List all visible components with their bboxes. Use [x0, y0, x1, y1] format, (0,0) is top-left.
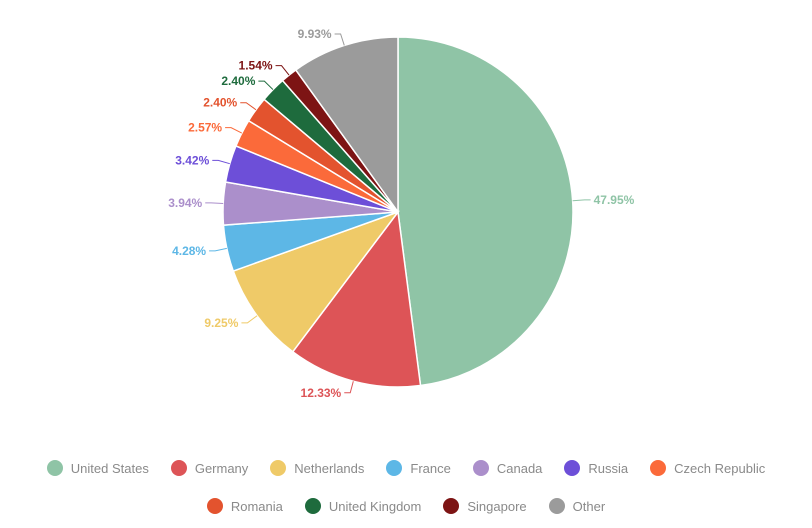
legend-row-2: Romania United Kingdom Singapore Other	[0, 498, 812, 514]
legend-label: United Kingdom	[328, 498, 422, 514]
legend-swatch	[170, 460, 187, 476]
legend-item-united-kingdom[interactable]: United Kingdom	[304, 498, 422, 514]
leader-line-united-states	[572, 199, 591, 202]
slice-germany[interactable]	[291, 210, 422, 388]
data-label-france: 4.28%	[172, 244, 206, 258]
legend-item-germany[interactable]: Germany	[170, 460, 249, 476]
pie-labels: 47.95% 12.33% 9.25% 4.28% 3.94% 3.42% 2.57% 2.4…	[168, 27, 634, 400]
legend-item-france[interactable]: France	[386, 460, 451, 476]
legend-swatch	[304, 498, 321, 514]
leader-line-united-kingdom	[258, 80, 274, 90]
leader-line-other	[334, 33, 345, 46]
legend-swatch	[564, 460, 581, 476]
data-label-germany: 12.33%	[301, 386, 342, 400]
pie-slices	[222, 36, 574, 388]
leader-line-germany	[344, 381, 354, 394]
legend-swatch	[443, 498, 460, 514]
legend-label: Germany	[194, 460, 249, 476]
leader-line-czech-republic	[225, 127, 243, 134]
legend-label: Czech Republic	[674, 460, 766, 476]
legend-label: Singapore	[467, 498, 527, 514]
leader-line-canada	[205, 202, 224, 205]
legend-label: United States	[70, 460, 149, 476]
legend-swatch	[472, 460, 489, 476]
data-label-netherlands: 9.25%	[204, 316, 238, 330]
legend-swatch	[270, 460, 287, 476]
legend-item-united-states[interactable]: United States	[46, 460, 149, 476]
legend-item-russia[interactable]: Russia	[564, 460, 628, 476]
legend-swatch	[650, 460, 667, 476]
legend-label: France	[410, 460, 451, 476]
legend-label: Netherlands	[294, 460, 365, 476]
legend-label: Russia	[588, 460, 629, 476]
legend-item-romania[interactable]: Romania	[206, 498, 283, 514]
legend-label: Romania	[230, 498, 283, 514]
data-label-canada: 3.94%	[168, 196, 202, 210]
legend-item-czech-republic[interactable]: Czech Republic	[650, 460, 765, 476]
data-label-romania: 2.40%	[203, 96, 237, 110]
slice-united-states[interactable]	[397, 36, 574, 387]
legend-swatch	[206, 498, 223, 514]
data-label-united-states: 47.95%	[594, 193, 635, 207]
leader-line-russia	[212, 159, 230, 165]
legend-item-singapore[interactable]: Singapore	[443, 498, 527, 514]
legend-row-1: United States Germany Netherlands France Can…	[0, 460, 812, 476]
leader-line-romania	[240, 102, 257, 111]
data-label-singapore: 1.54%	[239, 59, 273, 73]
legend-item-netherlands[interactable]: Netherlands	[270, 460, 364, 476]
legend-label: Canada	[496, 460, 543, 476]
legend-item-canada[interactable]: Canada	[472, 460, 543, 476]
leader-line-netherlands	[241, 315, 258, 324]
legend-item-other[interactable]: Other	[548, 498, 606, 514]
legend-label: Other	[572, 498, 606, 514]
leader-line-singapore	[275, 65, 290, 76]
data-label-czech-republic: 2.57%	[188, 121, 222, 135]
legend-swatch	[46, 460, 63, 476]
data-label-other: 9.93%	[298, 27, 332, 41]
data-label-russia: 3.42%	[175, 153, 209, 167]
pie-chart: 47.95% 12.33% 9.25% 4.28% 3.94% 3.42% 2.57% 2.4…	[168, 27, 634, 400]
slice-netherlands[interactable]	[232, 210, 401, 353]
legend-swatch	[548, 498, 565, 514]
leader-line-france	[209, 247, 227, 252]
legend-swatch	[386, 460, 403, 476]
data-label-united-kingdom: 2.40%	[221, 74, 255, 88]
